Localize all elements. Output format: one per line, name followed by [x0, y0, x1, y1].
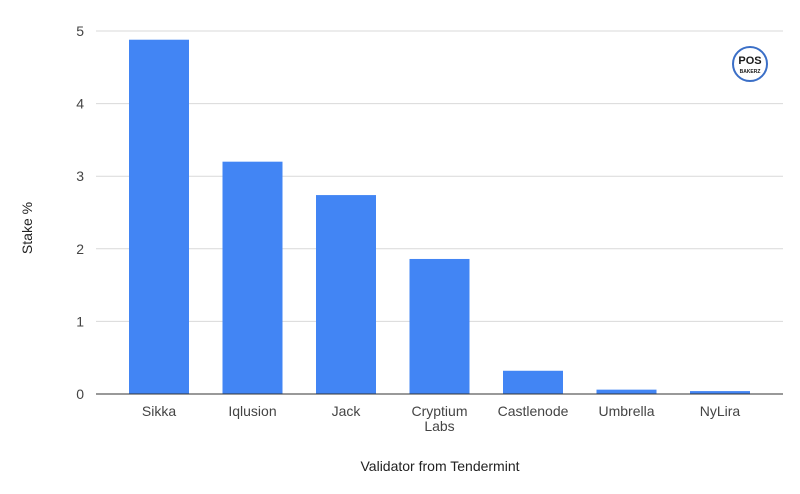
- gridlines: [96, 30, 783, 322]
- bar-jack: [316, 195, 376, 394]
- x-axis-title: Validator from Tendermint: [361, 458, 520, 474]
- y-tick-label: 5: [76, 23, 84, 39]
- x-tick-label: Cryptium Labs: [411, 403, 467, 434]
- bar-umbrella: [596, 389, 657, 394]
- bars: [129, 39, 750, 394]
- bar-sikka: [129, 39, 189, 394]
- x-tick-label: Jack: [332, 403, 362, 419]
- bar-nylira: [690, 391, 750, 394]
- y-tick-label: 2: [76, 241, 84, 257]
- y-tick-label: 0: [76, 386, 84, 402]
- x-tick-label: Sikka: [142, 403, 176, 419]
- logo-line1: POS: [738, 55, 761, 67]
- x-tick-label: Iqlusion: [228, 403, 276, 419]
- x-tick-label: Castlenode: [498, 403, 569, 419]
- y-tick-label: 4: [76, 96, 84, 112]
- x-tick-label: NyLira: [700, 403, 741, 419]
- bar-castlenode: [503, 370, 563, 394]
- y-tick-label: 3: [76, 168, 84, 184]
- x-tick-labels: Sikka Iqlusion Jack Cryptium Labs Castlenode U…: [142, 403, 741, 434]
- logo-line2: BAKERZ: [740, 69, 761, 75]
- logo-ring: [732, 46, 768, 82]
- y-axis-title: Stake %: [19, 202, 35, 254]
- bar-iqlusion: [222, 161, 283, 394]
- y-tick-label: 1: [76, 313, 84, 329]
- y-tick-labels: 0 1 2 3 4 5: [76, 23, 84, 402]
- x-tick-label: Umbrella: [598, 403, 654, 419]
- pos-bakerz-logo: POS BAKERZ: [732, 46, 768, 82]
- bar-cryptium-labs: [409, 258, 470, 394]
